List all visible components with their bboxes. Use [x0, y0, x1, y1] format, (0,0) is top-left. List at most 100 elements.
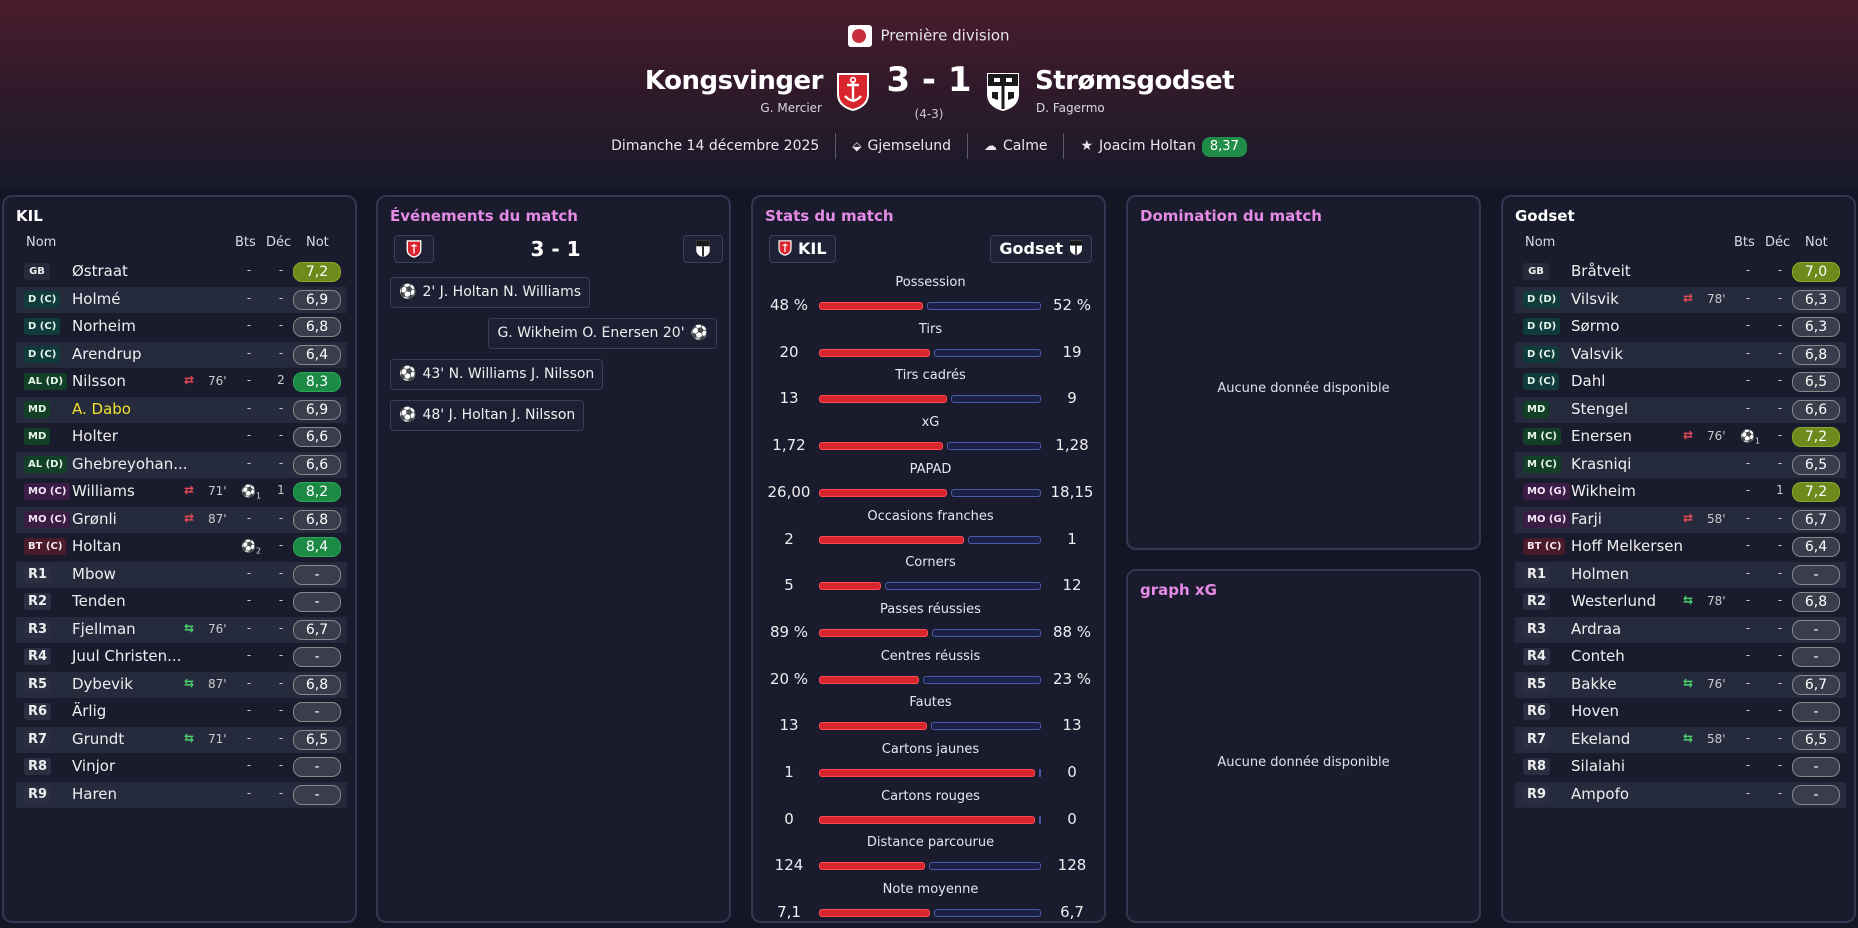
player-name[interactable]: Ärlig	[72, 702, 107, 720]
goal-event[interactable]: ⚽ 43' N. Williams J. Nilsson	[390, 359, 604, 390]
player-name[interactable]: Bakke	[1571, 674, 1617, 693]
goal-ball-icon: ⚽	[399, 407, 417, 423]
goal-event[interactable]: ⚽ 2' J. Holtan N. Williams	[390, 277, 591, 308]
player-name[interactable]: Mbow	[72, 564, 116, 583]
player-name[interactable]: Wikheim	[1571, 482, 1636, 500]
player-row[interactable]: R2 Westerlund ⇆ 78' - -6,8	[1515, 589, 1846, 615]
player-row[interactable]: D (C) Holmé - -6,9	[16, 286, 347, 313]
player-row[interactable]: R8 Vinjor - - -	[16, 754, 347, 780]
player-name[interactable]: Hoven	[1571, 702, 1620, 720]
player-row[interactable]: R1 Mbow - - -	[16, 561, 347, 588]
player-row[interactable]: BT (C) Hoff Melkersen - -6,4	[1515, 534, 1846, 560]
player-row[interactable]: R9 Haren - - -	[16, 781, 347, 808]
away-manager[interactable]: D. Fagermo	[1036, 101, 1105, 115]
player-row[interactable]: R6 Ärlig - - -	[16, 699, 347, 725]
away-team-name[interactable]: Strømsgodset	[1035, 66, 1235, 96]
col-goals: Bts	[235, 235, 256, 250]
player-row[interactable]: MO (G) Wikheim - 1 7,2	[1515, 479, 1846, 505]
player-name[interactable]: Haren	[72, 784, 118, 803]
player-row[interactable]: D (C) Valsvik - -6,8	[1515, 341, 1846, 368]
player-row[interactable]: GB Bråtveit - -7,0	[1515, 259, 1846, 285]
player-row[interactable]: R5 Bakke ⇆ 76' - -6,7	[1515, 671, 1846, 698]
player-name[interactable]: Ampofo	[1571, 784, 1630, 803]
player-name[interactable]: Bråtveit	[1571, 262, 1631, 280]
player-name[interactable]: Juul Christen...	[72, 647, 182, 665]
player-row[interactable]: M (C) Enersen ⇄ 76' ⚽1 -7,2	[1515, 424, 1846, 450]
player-name[interactable]: Ardraa	[1571, 619, 1622, 638]
man-of-the-match[interactable]: ★ Joacim Holtan 8,37	[1064, 133, 1262, 159]
player-row[interactable]: R3 Ardraa - - -	[1515, 616, 1846, 643]
player-row[interactable]: M (C) Krasniqi - -6,5	[1515, 451, 1846, 478]
player-row[interactable]: MO (C) Williams ⇄ 71' ⚽1 1 8,2	[16, 479, 347, 505]
player-row[interactable]: R7 Grundt ⇆ 71' - -6,5	[16, 726, 347, 753]
player-name[interactable]: Tenden	[72, 592, 126, 610]
player-name[interactable]: Holtan	[72, 537, 122, 555]
player-name[interactable]: Fjellman	[72, 619, 136, 638]
player-name[interactable]: Arendrup	[72, 344, 142, 363]
player-row[interactable]: AL (D) Nilsson ⇄ 76' - 2 8,3	[16, 369, 347, 395]
player-name[interactable]: Ghebreyohan...	[72, 454, 188, 473]
player-name[interactable]: Dahl	[1571, 372, 1606, 390]
player-name[interactable]: Krasniqi	[1571, 454, 1632, 473]
goal-event[interactable]: ⚽ 48' J. Holtan J. Nilsson	[390, 400, 585, 431]
player-name[interactable]: Williams	[72, 482, 135, 500]
player-row[interactable]: R2 Tenden - - -	[16, 589, 347, 615]
player-row[interactable]: D (C) Dahl - -6,5	[1515, 369, 1846, 395]
stats-away-tag[interactable]: Godset	[990, 235, 1092, 263]
player-row[interactable]: BT (C) Holtan ⚽2 -8,4	[16, 534, 347, 560]
player-name[interactable]: Holmé	[72, 289, 121, 308]
player-name[interactable]: A. Dabo	[72, 399, 131, 418]
home-crest-icon[interactable]	[836, 72, 870, 112]
player-row[interactable]: D (C) Arendrup - -6,4	[16, 341, 347, 368]
player-name[interactable]: Holmen	[1571, 564, 1629, 583]
competition[interactable]: Première division	[0, 25, 1858, 47]
player-row[interactable]: AL (D) Ghebreyohan... - -6,6	[16, 451, 347, 478]
player-name[interactable]: Vilsvik	[1571, 289, 1619, 308]
player-row[interactable]: R7 Ekeland ⇆ 58' - -6,5	[1515, 726, 1846, 753]
player-row[interactable]: R5 Dybevik ⇆ 87' - -6,8	[16, 671, 347, 698]
player-name[interactable]: Conteh	[1571, 647, 1625, 665]
player-row[interactable]: R6 Hoven - - -	[1515, 699, 1846, 725]
away-crest-icon[interactable]	[986, 72, 1020, 112]
player-row[interactable]: GB Østraat - -7,2	[16, 259, 347, 285]
player-row[interactable]: D (C) Norheim - -6,8	[16, 314, 347, 340]
player-row[interactable]: MO (C) Grønli ⇄ 87' - -6,8	[16, 506, 347, 533]
player-row[interactable]: D (D) Vilsvik ⇄ 78' - -6,3	[1515, 286, 1846, 313]
stadium-info[interactable]: ⬙ Gjemselund	[836, 133, 967, 159]
player-name[interactable]: Stengel	[1571, 399, 1629, 418]
col-name: Nom	[26, 235, 57, 250]
player-name[interactable]: Grønli	[72, 509, 117, 528]
player-name[interactable]: Hoff Melkersen	[1571, 537, 1683, 555]
player-name[interactable]: Enersen	[1571, 427, 1632, 445]
player-row[interactable]: MD Stengel - -6,6	[1515, 396, 1846, 423]
player-row[interactable]: MD A. Dabo - -6,9	[16, 396, 347, 423]
player-name[interactable]: Westerlund	[1571, 592, 1656, 610]
home-manager[interactable]: G. Mercier	[760, 101, 822, 115]
player-name[interactable]: Farji	[1571, 509, 1602, 528]
player-row[interactable]: R3 Fjellman ⇆ 76' - -6,7	[16, 616, 347, 643]
player-name[interactable]: Vinjor	[72, 757, 116, 775]
player-name[interactable]: Silalahi	[1571, 757, 1626, 775]
stats-home-tag[interactable]: KIL	[769, 235, 836, 263]
player-row[interactable]: R4 Conteh - - -	[1515, 644, 1846, 670]
player-row[interactable]: D (D) Sørmo - -6,3	[1515, 314, 1846, 340]
player-name[interactable]: Dybevik	[72, 674, 133, 693]
player-name[interactable]: Østraat	[72, 262, 128, 280]
player-row[interactable]: MD Holter - -6,6	[16, 424, 347, 450]
player-row[interactable]: R1 Holmen - - -	[1515, 561, 1846, 588]
home-team-name[interactable]: Kongsvinger	[644, 66, 824, 96]
player-name[interactable]: Holter	[72, 427, 118, 445]
stat-away-bar	[947, 442, 1041, 451]
player-row[interactable]: R9 Ampofo - - -	[1515, 781, 1846, 808]
player-name[interactable]: Sørmo	[1571, 317, 1620, 335]
player-name[interactable]: Norheim	[72, 317, 136, 335]
player-row[interactable]: MO (G) Farji ⇄ 58' - -6,7	[1515, 506, 1846, 533]
player-name[interactable]: Grundt	[72, 729, 125, 748]
player-name[interactable]: Ekeland	[1571, 729, 1631, 748]
player-name[interactable]: Valsvik	[1571, 344, 1624, 363]
stats-panel: Stats du match KIL Godset Possession 48 %…	[751, 195, 1106, 923]
player-row[interactable]: R4 Juul Christen... - - -	[16, 644, 347, 670]
player-name[interactable]: Nilsson	[72, 372, 126, 390]
player-row[interactable]: R8 Silalahi - - -	[1515, 754, 1846, 780]
goal-event[interactable]: G. Wikheim O. Enersen 20' ⚽	[488, 318, 717, 349]
